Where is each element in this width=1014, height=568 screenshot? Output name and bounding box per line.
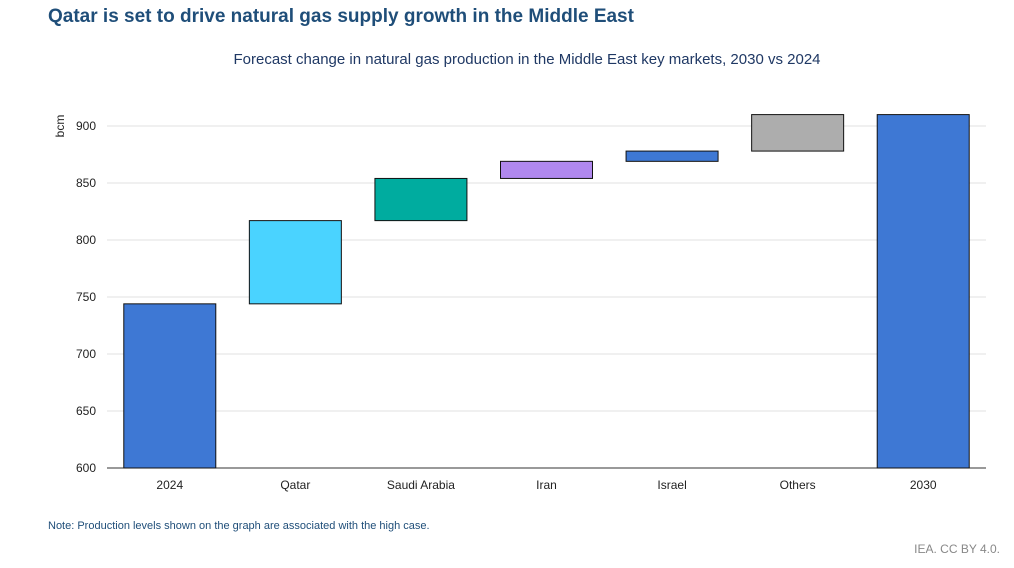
y-tick-label: 700 [76,347,96,361]
x-tick-label: 2024 [156,478,183,492]
x-tick-label: 2030 [910,478,937,492]
y-tick-label: 900 [76,119,96,133]
bar-israel [625,150,719,162]
bar-iran [500,160,593,179]
y-tick-label: 750 [76,290,96,304]
page-title: Qatar is set to drive natural gas supply… [48,6,634,27]
x-tick-label: Others [780,478,816,492]
x-tick-label: Saudi Arabia [387,478,455,492]
x-tick-label: Iran [536,478,557,492]
y-tick-label: 800 [76,233,96,247]
x-tick-label: Israel [657,478,686,492]
chart-title: Forecast change in natural gas productio… [233,51,821,68]
bar-others [751,114,845,152]
y-axis-label: bcm [53,115,67,138]
y-tick-label: 600 [76,461,96,475]
credit: IEA. CC BY 4.0. [914,542,1000,556]
bar-saudi-arabia [374,177,468,222]
chart-note: Note: Production levels shown on the gra… [48,520,430,532]
y-tick-label: 650 [76,404,96,418]
bar-qatar [248,220,342,305]
x-tick-label: Qatar [280,478,310,492]
y-tick-label: 850 [76,176,96,190]
bar-2024 [123,303,217,469]
bar-2030 [876,114,970,469]
